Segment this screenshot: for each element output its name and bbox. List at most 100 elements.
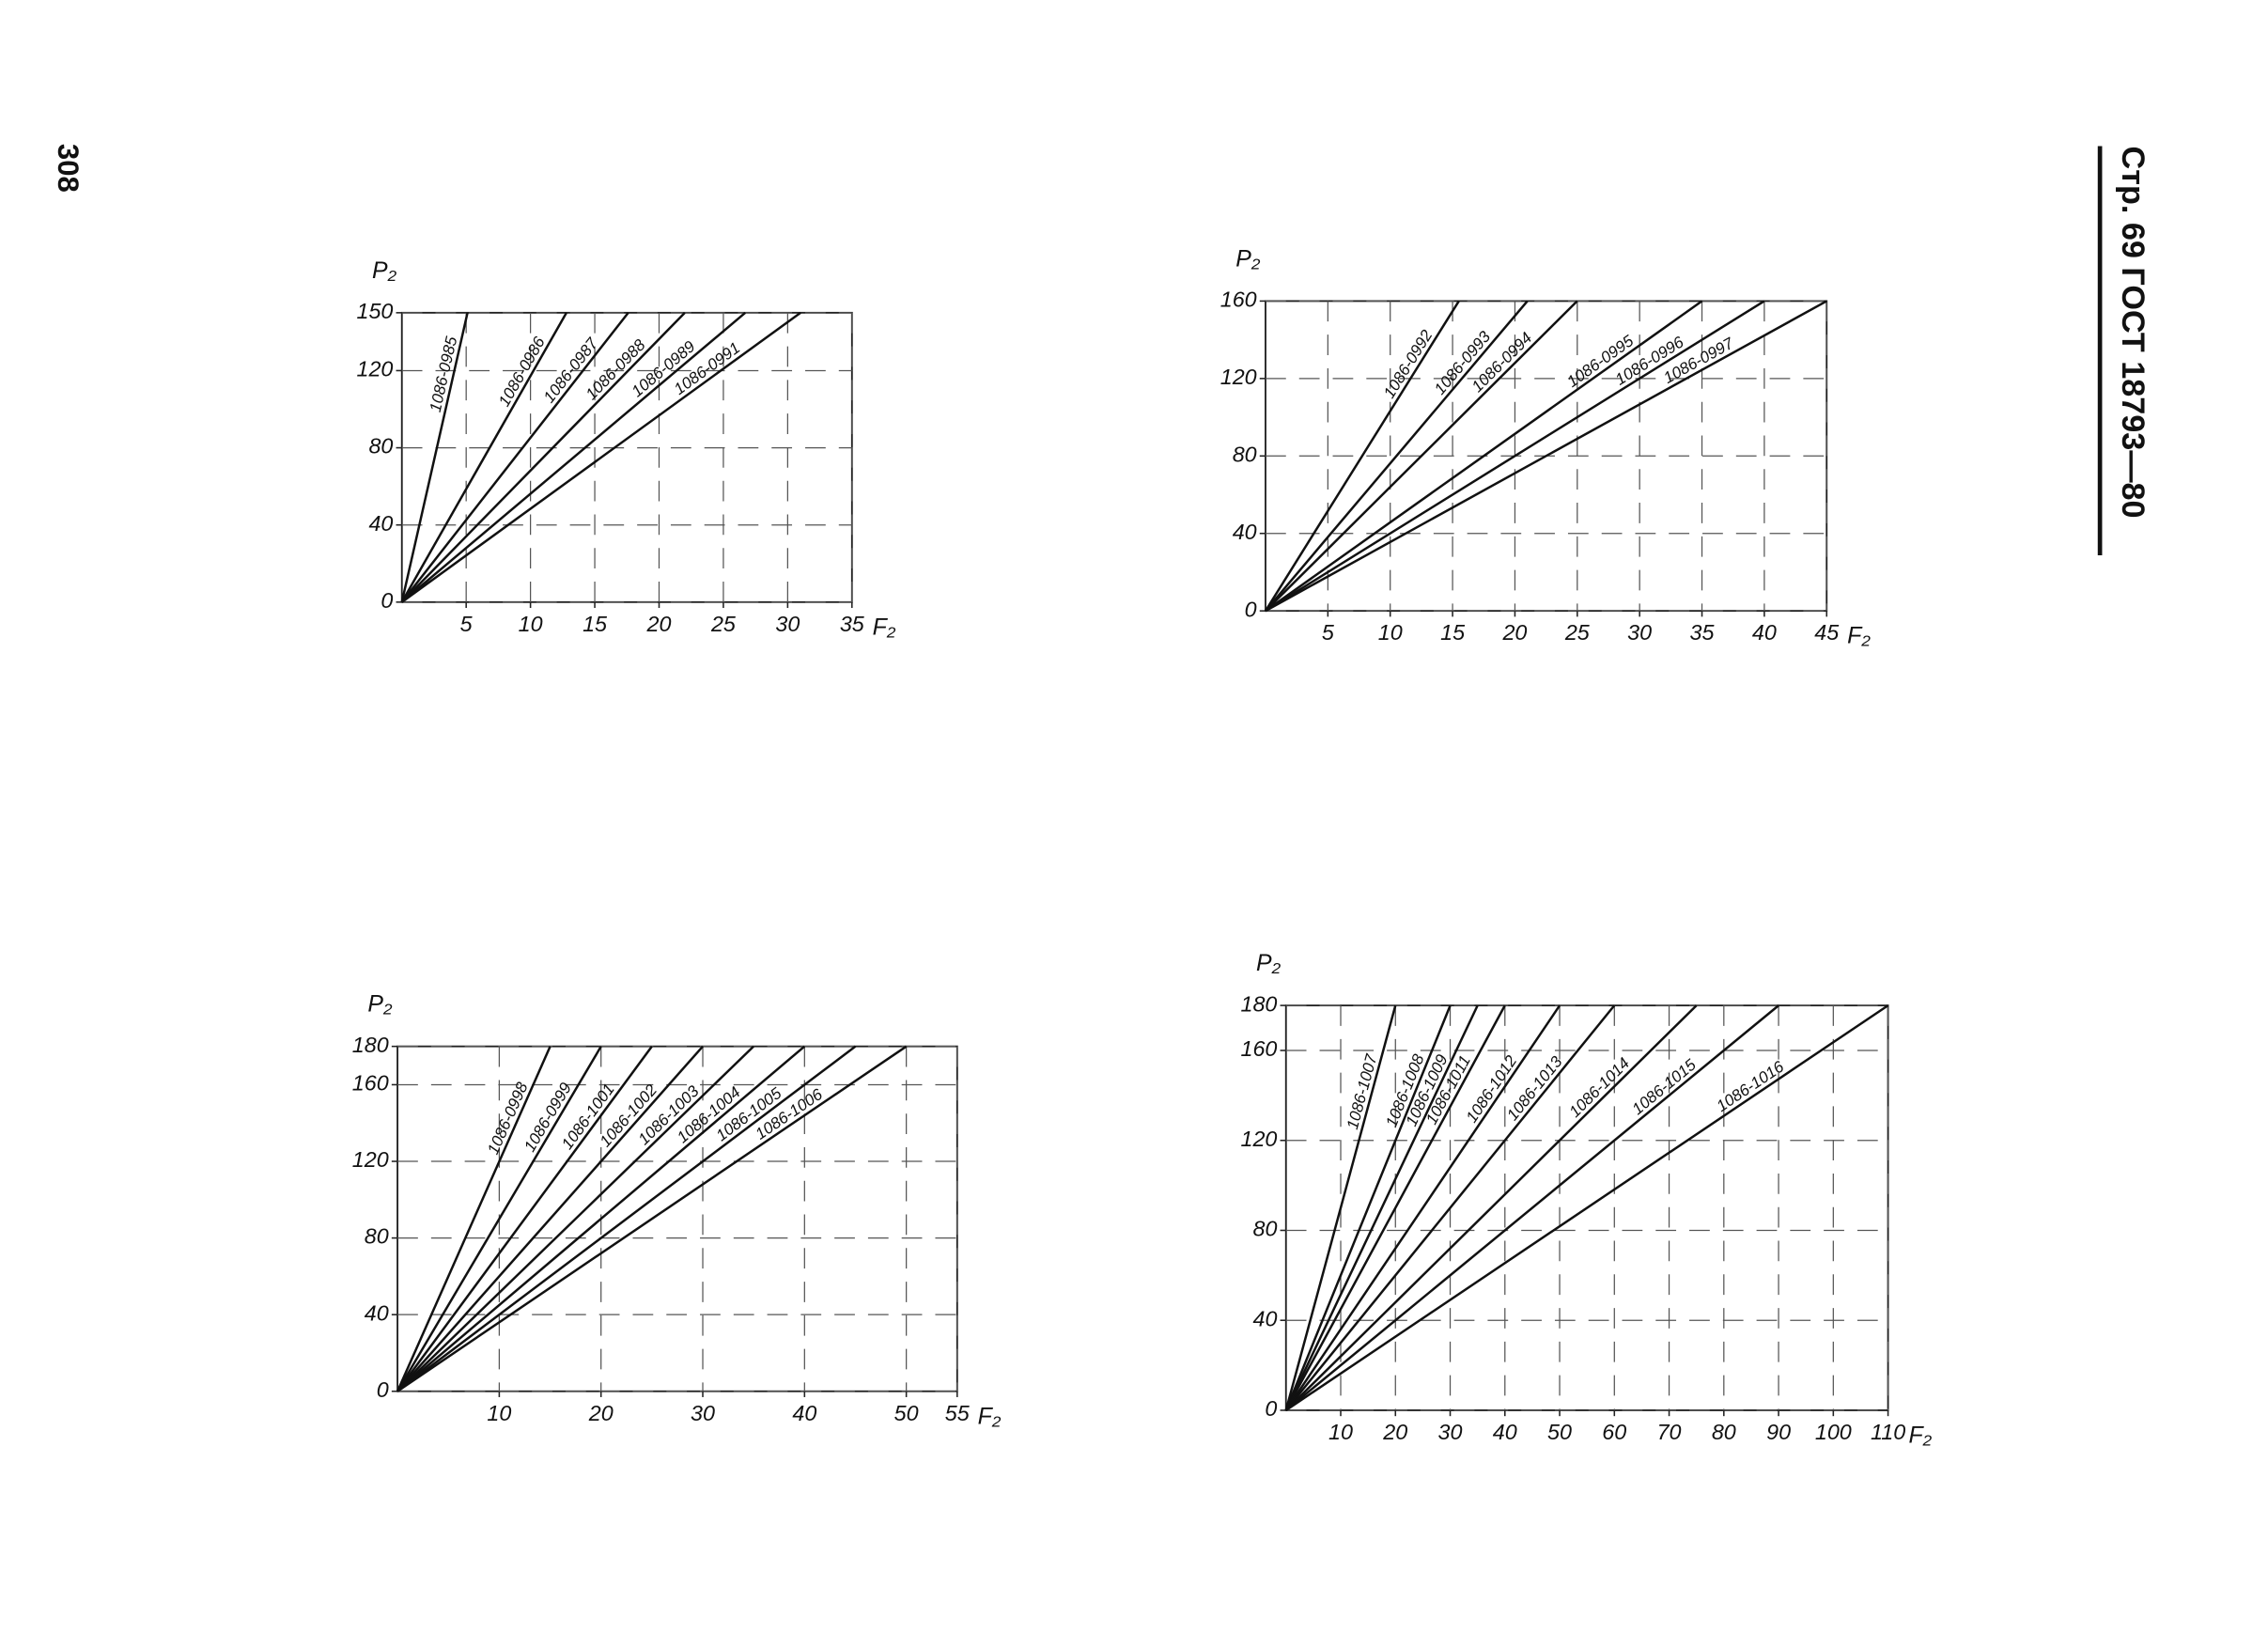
x-tick-label: 60 bbox=[1602, 1420, 1626, 1444]
x-tick-label: 10 bbox=[519, 612, 543, 636]
series-line bbox=[1284, 1004, 1479, 1411]
x-tick-label: 80 bbox=[1712, 1420, 1736, 1444]
series-label: 1086-0992 bbox=[1380, 326, 1437, 401]
chart: 0 40 80 120 150 5 10 15 20 25 30 35 P₂ F₂ 1086-0985 108… bbox=[356, 257, 895, 641]
chart: 0 40 80 120 160 180 10 20 30 40 50 60 70 80 90 100 110 P₂… bbox=[1240, 950, 1932, 1448]
y-tick-label: 40 bbox=[1233, 520, 1257, 544]
x-tick-label: 20 bbox=[1501, 620, 1527, 645]
x-tick-label: 40 bbox=[792, 1401, 816, 1425]
y-axis-label: P₂ bbox=[1256, 950, 1282, 976]
y-tick-label: 0 bbox=[1265, 1396, 1277, 1421]
y-tick-label: 80 bbox=[1233, 442, 1257, 466]
series-line bbox=[400, 312, 567, 603]
x-tick-label: 100 bbox=[1815, 1420, 1852, 1444]
series-line bbox=[396, 1045, 653, 1392]
x-tick-label: 30 bbox=[691, 1401, 715, 1425]
x-tick-label: 20 bbox=[1382, 1420, 1407, 1444]
y-axis-label: P₂ bbox=[372, 257, 397, 284]
x-tick-label: 15 bbox=[583, 612, 608, 636]
y-tick-label: 40 bbox=[365, 1300, 389, 1325]
series-line bbox=[1285, 1004, 1889, 1411]
series-line bbox=[1284, 1004, 1397, 1411]
x-tick-label: 35 bbox=[1690, 620, 1716, 645]
series-line bbox=[1284, 1004, 1561, 1411]
x-tick-label: 5 bbox=[1322, 620, 1335, 645]
x-tick-label: 20 bbox=[646, 612, 672, 636]
series-label: 1086-1015 bbox=[1629, 1055, 1701, 1118]
y-axis-label: P₂ bbox=[1235, 245, 1261, 272]
series-label: 1086-1014 bbox=[1566, 1054, 1634, 1121]
series-line bbox=[400, 311, 686, 603]
y-tick-label: 120 bbox=[1220, 365, 1257, 389]
x-tick-label: 110 bbox=[1871, 1420, 1905, 1444]
series-line bbox=[1264, 300, 1460, 612]
series-line bbox=[401, 311, 801, 603]
y-tick-label: 120 bbox=[1240, 1127, 1277, 1151]
series-line bbox=[1265, 300, 1827, 613]
series-line bbox=[396, 1045, 908, 1392]
series-line bbox=[1284, 1004, 1779, 1411]
series-line bbox=[400, 311, 747, 603]
x-axis-label: F₂ bbox=[873, 614, 896, 640]
x-tick-label: 40 bbox=[1752, 620, 1777, 645]
y-tick-label: 40 bbox=[368, 511, 393, 536]
x-tick-label: 50 bbox=[894, 1401, 919, 1425]
x-tick-label: 30 bbox=[1438, 1420, 1463, 1444]
x-tick-label: 25 bbox=[1564, 620, 1591, 645]
x-tick-label: 10 bbox=[1378, 620, 1403, 645]
x-axis-label: F₂ bbox=[978, 1403, 1002, 1429]
x-axis-label: F₂ bbox=[1908, 1423, 1932, 1449]
x-tick-label: 50 bbox=[1547, 1420, 1572, 1444]
y-tick-label: 160 bbox=[1240, 1036, 1277, 1061]
y-tick-label: 40 bbox=[1252, 1306, 1277, 1330]
series-label: 1086-1016 bbox=[1714, 1057, 1788, 1115]
x-tick-label: 30 bbox=[1627, 620, 1652, 645]
y-tick-label: 80 bbox=[365, 1224, 389, 1249]
y-tick-label: 160 bbox=[352, 1071, 389, 1096]
x-tick-label: 10 bbox=[487, 1401, 511, 1425]
series-label: 1086-0985 bbox=[427, 334, 461, 413]
x-tick-label: 45 bbox=[1814, 620, 1840, 645]
series-line bbox=[1265, 300, 1703, 613]
series-line bbox=[400, 312, 469, 603]
x-tick-label: 15 bbox=[1440, 620, 1466, 645]
series-line bbox=[1265, 300, 1529, 612]
y-tick-label: 180 bbox=[352, 1033, 389, 1057]
y-tick-label: 180 bbox=[1240, 991, 1277, 1016]
series-line bbox=[396, 1045, 704, 1392]
series-line bbox=[400, 312, 629, 603]
series-line bbox=[396, 1046, 551, 1392]
y-tick-label: 120 bbox=[352, 1147, 389, 1172]
y-tick-label: 160 bbox=[1220, 288, 1257, 312]
x-tick-label: 35 bbox=[840, 612, 865, 636]
x-tick-label: 25 bbox=[710, 612, 737, 636]
x-tick-label: 10 bbox=[1328, 1420, 1353, 1444]
x-tick-label: 20 bbox=[588, 1401, 614, 1425]
y-tick-label: 0 bbox=[1245, 597, 1257, 621]
y-tick-label: 150 bbox=[356, 299, 393, 323]
series-label: 1086-1007 bbox=[1344, 1051, 1381, 1131]
page-number: 308 bbox=[52, 144, 85, 193]
series-label: 1086-0986 bbox=[495, 334, 549, 410]
series-line bbox=[1284, 1004, 1616, 1411]
y-tick-label: 0 bbox=[381, 588, 393, 613]
y-tick-label: 80 bbox=[368, 434, 393, 459]
series-line bbox=[396, 1046, 602, 1392]
y-tick-label: 80 bbox=[1252, 1217, 1277, 1241]
x-tick-label: 55 bbox=[945, 1401, 971, 1425]
series-line bbox=[1284, 1004, 1452, 1411]
y-axis-label: P₂ bbox=[367, 991, 393, 1018]
series-line bbox=[1265, 300, 1578, 613]
series-line bbox=[1284, 1004, 1506, 1411]
page-header: Стр. 69 ГОСТ 18793—80 bbox=[2115, 147, 2151, 519]
x-tick-label: 5 bbox=[460, 612, 474, 636]
x-axis-label: F₂ bbox=[1847, 623, 1871, 649]
series-line bbox=[1265, 300, 1765, 613]
x-tick-label: 40 bbox=[1493, 1420, 1517, 1444]
series-line bbox=[396, 1045, 806, 1392]
y-tick-label: 120 bbox=[356, 357, 393, 381]
chart: 0 40 80 120 160 5 10 15 20 25 30 35 40 45 P₂ F₂ 1086-099… bbox=[1220, 245, 1872, 648]
x-tick-label: 70 bbox=[1657, 1420, 1682, 1444]
